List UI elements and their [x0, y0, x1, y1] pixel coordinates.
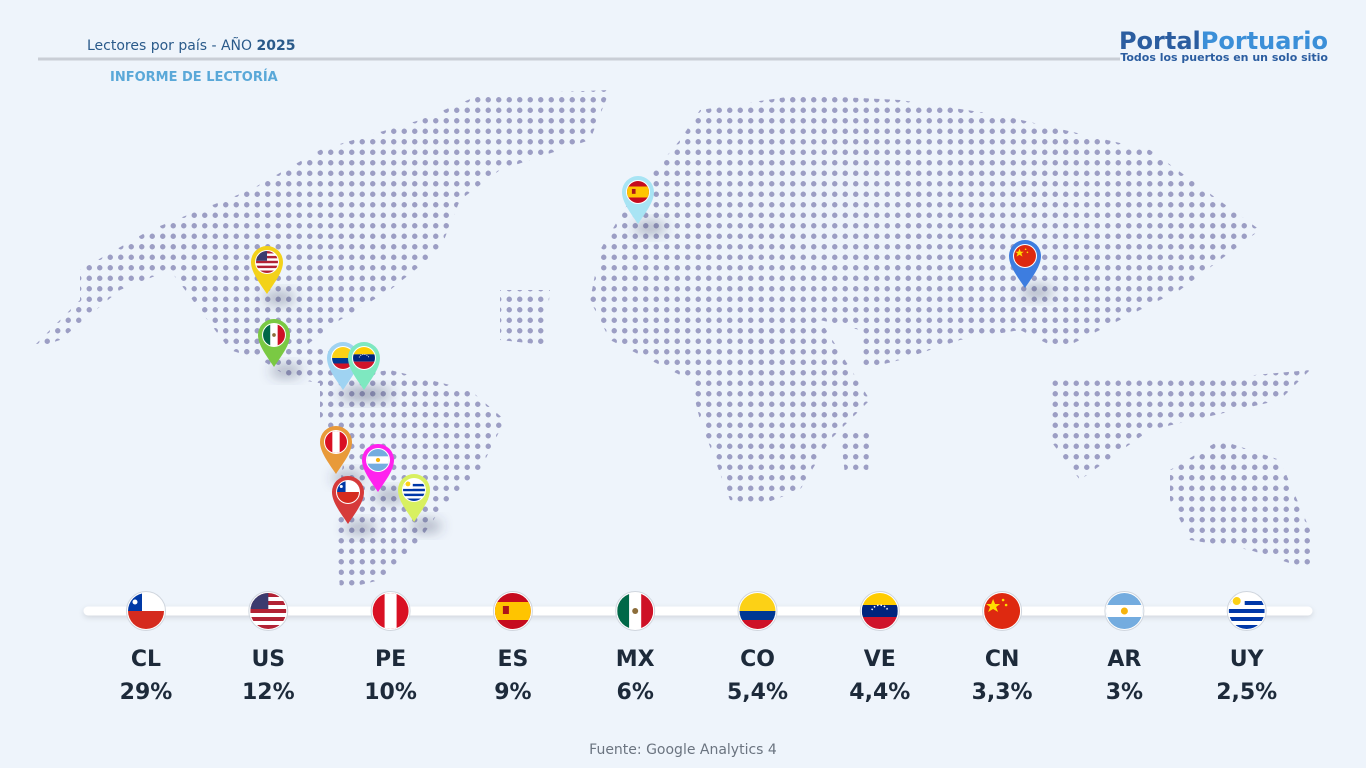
- world-map: [30, 90, 1310, 590]
- logo-tagline: Todos los puertos en un solo sitio: [1120, 51, 1328, 64]
- pin-flag: [367, 449, 389, 471]
- country-share: 5,4%: [727, 680, 788, 705]
- country-code: US: [251, 647, 285, 672]
- title-text: Lectores por país - AÑO: [87, 37, 257, 54]
- flag: [495, 593, 531, 629]
- pin-flag: [337, 481, 359, 503]
- pin-flag: [1014, 245, 1036, 267]
- country-share: 6%: [617, 680, 654, 705]
- pin-flag: [403, 479, 425, 501]
- country-share: 10%: [364, 680, 417, 705]
- map-pins: [251, 176, 1053, 535]
- country-code: ES: [497, 647, 528, 672]
- flag: [1229, 593, 1265, 629]
- country-code: CN: [985, 647, 1020, 672]
- flag: [617, 593, 653, 629]
- pin-shadow: [374, 489, 406, 503]
- pin-shadow: [263, 291, 295, 305]
- pin-shadow: [344, 521, 376, 535]
- country-share: 2,5%: [1216, 680, 1277, 705]
- pin-shadow: [360, 387, 392, 401]
- country-code: CL: [131, 647, 161, 672]
- header-title: Lectores por país - AÑO 2025: [87, 37, 295, 54]
- country-code: UY: [1230, 647, 1265, 672]
- pin-flag: [325, 431, 347, 453]
- country-share: 9%: [494, 680, 531, 705]
- pin-flag: [627, 181, 649, 203]
- flag: [984, 593, 1020, 629]
- logo-part2: Portuario: [1201, 27, 1328, 55]
- source: Fuente: Google Analytics 4: [589, 742, 777, 758]
- pin-flag: [353, 347, 375, 369]
- country-code: CO: [740, 647, 775, 672]
- flag: [1106, 593, 1142, 629]
- pin-shadow: [634, 221, 666, 235]
- country-code: PE: [375, 647, 406, 672]
- pin-flag: [256, 251, 278, 273]
- logo: PortalPortuario: [1119, 27, 1328, 55]
- country-share: 12%: [242, 680, 295, 705]
- country-code: VE: [864, 647, 896, 672]
- country-share: 29%: [120, 680, 173, 705]
- title-year: 2025: [257, 38, 296, 54]
- flag: [373, 593, 409, 629]
- pin-flag: [263, 324, 285, 346]
- header-subtitle: INFORME DE LECTORÍA: [110, 69, 278, 85]
- country-code: MX: [616, 647, 655, 672]
- flag: [250, 593, 286, 629]
- logo-part1: Portal: [1119, 27, 1201, 55]
- country-code: AR: [1107, 647, 1141, 672]
- country-share: 3,3%: [972, 680, 1033, 705]
- pin-shadow: [1021, 285, 1053, 299]
- flag: [740, 593, 776, 629]
- country-share: 3%: [1106, 680, 1143, 705]
- pin-shadow: [410, 519, 442, 533]
- pin-shadow: [270, 364, 302, 378]
- flag: [128, 593, 164, 629]
- flag: [862, 593, 898, 629]
- country-row: CL 29% US 12% PE 10% ES 9% MX 6% CO 5,4% VE 4,4% CN 3,3…: [120, 591, 1277, 705]
- country-share: 4,4%: [849, 680, 910, 705]
